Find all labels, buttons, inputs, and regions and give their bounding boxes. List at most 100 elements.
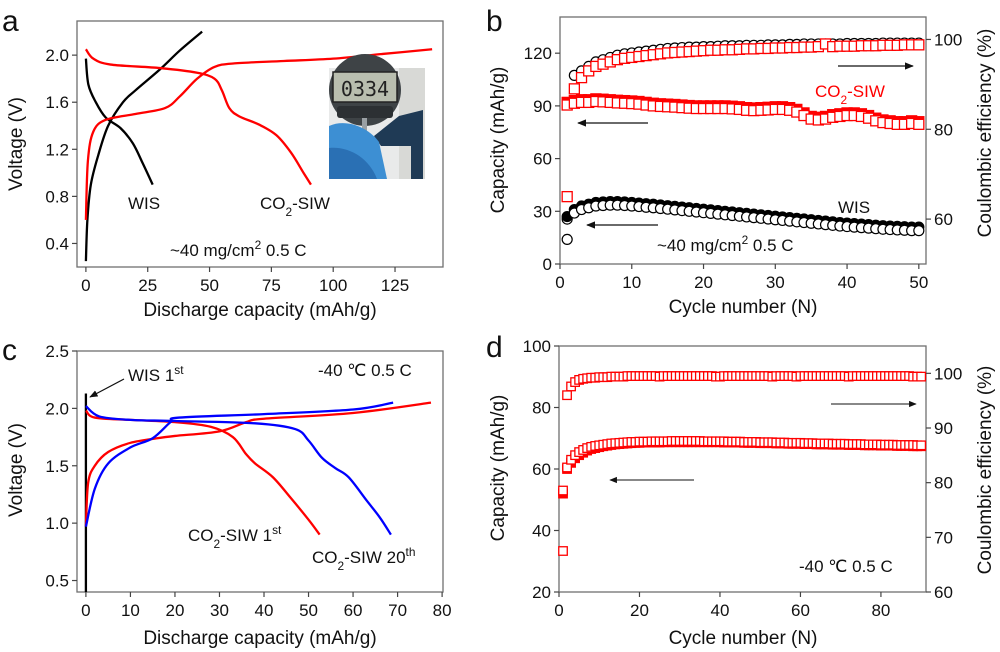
x-tick-label: 60 — [791, 601, 810, 620]
panel-a-label-co2-siw: CO2-SIW — [260, 194, 330, 219]
plot-frame — [76, 20, 444, 268]
curve-co2-siw — [84, 48, 433, 220]
panel-c-xlabel: Discharge capacity (mAh/g) — [143, 628, 376, 649]
y-tick-label: 1.6 — [45, 93, 69, 112]
y2-tick-label: 60 — [934, 210, 953, 229]
data-point — [916, 371, 927, 382]
y-tick-label: 100 — [523, 337, 551, 356]
panel-b-annotation: ~40 mg/cm2 0.5 C — [657, 233, 794, 255]
panel-letter-a: a — [2, 5, 19, 38]
panel-d-ylabel: Capacity (mAh/g) — [488, 395, 509, 542]
x-tick-label: 80 — [871, 601, 890, 620]
x-tick-label: 0 — [555, 273, 564, 292]
data-point — [558, 485, 568, 496]
y2-tick-label: 100 — [934, 30, 962, 49]
x-tick-label: 100 — [319, 276, 347, 295]
x-tick-label: 40 — [255, 601, 274, 620]
data-point — [575, 71, 588, 84]
x-tick-label: 40 — [838, 273, 857, 292]
curve-co2-siw-1st — [85, 409, 321, 536]
data-point — [562, 390, 572, 401]
inset-photo: 0334 — [329, 54, 425, 179]
x-tick-label: 0 — [554, 601, 563, 620]
x-tick-label: 50 — [200, 276, 219, 295]
y-tick-label: 40 — [532, 522, 551, 541]
plot-frame — [76, 350, 444, 593]
panel-b-label-wis: WIS — [838, 198, 870, 217]
y2-tick-label: 80 — [934, 474, 953, 493]
curve-co2-siw-20th — [84, 401, 394, 527]
panel-c-ylabel: Voltage (V) — [6, 423, 27, 517]
curve-co2-siw-1st — [84, 401, 432, 527]
x-tick-label: 75 — [262, 276, 281, 295]
chart-panel-a: 0 25 50 75 100 125 0.4 0.8 1.2 1.6 2.0 — [45, 20, 444, 295]
data-point — [913, 39, 925, 51]
panel-b-ylabel: Capacity (mAh/g) — [488, 67, 509, 214]
data-point — [558, 546, 568, 556]
chart-panel-b: 0 10 20 30 40 50 0 30 60 90 120 60 80 100 — [524, 16, 962, 292]
y-tick-label: 90 — [533, 97, 552, 116]
x-tick-label: 70 — [388, 601, 407, 620]
panel-a-xlabel: Discharge capacity (mAh/g) — [143, 300, 376, 321]
y-tick-label: 1.0 — [45, 514, 69, 533]
panel-d-xlabel: Cycle number (N) — [669, 628, 818, 649]
panel-d-y2label: Coulombic efficiency (%) — [975, 366, 996, 575]
panel-b-xlabel: Cycle number (N) — [669, 297, 818, 318]
x-tick-label: 80 — [433, 601, 452, 620]
x-tick-label: 25 — [138, 276, 157, 295]
x-tick-label: 60 — [344, 601, 363, 620]
panel-d-annotation: -40 ℃ 0.5 C — [799, 557, 893, 576]
panel-b-label-co2-siw: CO2-SIW — [815, 82, 885, 107]
curve-co2-siw — [84, 48, 312, 186]
data-point — [916, 440, 927, 451]
panel-a-annotation: ~40 mg/cm2 0.5 C — [170, 238, 307, 260]
series-co2-siw-open-square — [561, 38, 925, 203]
panel-letter-c: c — [2, 334, 17, 367]
y2-tick-label: 90 — [934, 419, 953, 438]
data-point — [913, 225, 925, 237]
x-tick-label: 30 — [210, 601, 229, 620]
panel-letter-d: d — [486, 331, 503, 364]
panel-a-ylabel: Voltage (V) — [6, 97, 27, 191]
panel-c-annotation: -40 ℃ 0.5 C — [318, 361, 412, 380]
panel-c-label-co2-siw-20th: CO2-SIW 20th — [312, 545, 415, 573]
data-point — [913, 118, 925, 130]
y-tick-label: 60 — [532, 460, 551, 479]
data-point — [561, 190, 573, 203]
x-tick-label: 20 — [630, 601, 649, 620]
curve-co2-siw-20th — [85, 405, 392, 536]
x-tick-label: 20 — [694, 273, 713, 292]
curve-wis — [84, 58, 154, 186]
y-tick-label: 0.8 — [45, 187, 69, 206]
series-wis-open-circle — [561, 199, 925, 246]
inset-gauge-reading: 0334 — [341, 77, 389, 101]
plot-frame — [558, 345, 927, 593]
y-tick-label: 2.0 — [45, 399, 69, 418]
panel-b-y2label: Coulombic efficiency (%) — [975, 29, 996, 238]
y-tick-label: 0.5 — [45, 572, 69, 591]
y-tick-label: 120 — [524, 44, 552, 63]
y2-tick-label: 70 — [934, 528, 953, 547]
x-tick-label: 50 — [909, 273, 928, 292]
y-tick-label: 0 — [543, 255, 552, 274]
y-tick-label: 0.4 — [45, 234, 69, 253]
data-point — [561, 233, 573, 246]
y-tick-label: 20 — [532, 583, 551, 602]
plot-frame — [559, 16, 927, 265]
x-tick-label: 20 — [165, 601, 184, 620]
y-tick-label: 60 — [533, 150, 552, 169]
x-tick-label: 10 — [622, 273, 641, 292]
panel-c-arrow-wis — [89, 378, 125, 398]
chart-panel-c: 0 10 20 30 40 50 60 70 80 0.5 1.0 1.5 2.0 2.5 — [45, 342, 451, 620]
y-tick-label: 30 — [533, 202, 552, 221]
x-tick-label: 0 — [81, 276, 90, 295]
y-tick-label: 1.2 — [45, 140, 69, 159]
series-series-open-square — [558, 436, 927, 496]
y-tick-label: 2.0 — [45, 46, 69, 65]
data-point — [568, 83, 581, 95]
x-tick-label: 30 — [766, 273, 785, 292]
panel-letter-b: b — [486, 5, 503, 38]
series-series-open-square — [558, 371, 927, 556]
panel-c-label-co2-siw-1st: CO2-SIW 1st — [188, 523, 282, 551]
